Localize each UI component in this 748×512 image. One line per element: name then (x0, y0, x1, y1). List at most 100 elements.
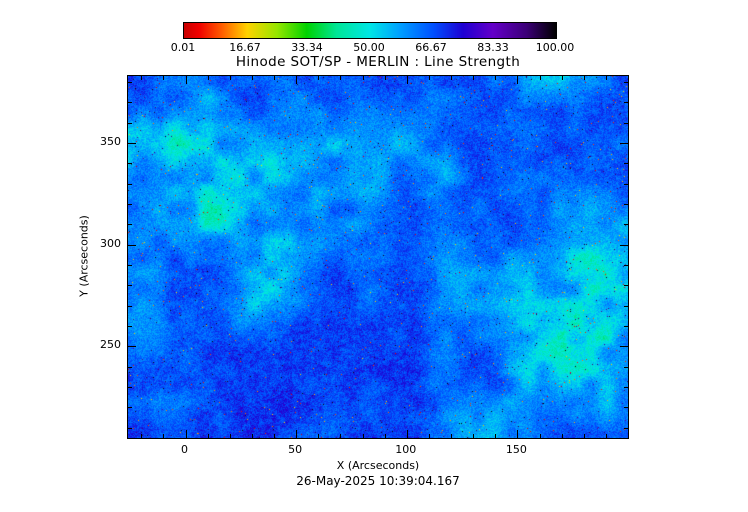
axis-tick (451, 76, 452, 80)
y-axis-label: Y (Arcseconds) (77, 215, 91, 297)
colorbar (183, 22, 557, 39)
axis-tick (624, 387, 628, 388)
colorbar-tick-label: 16.67 (229, 41, 261, 54)
axis-tick (252, 434, 253, 438)
axis-tick (208, 76, 209, 80)
axis-tick (318, 76, 319, 80)
axis-tick (495, 76, 496, 80)
axis-tick (624, 82, 628, 83)
axis-tick (407, 430, 408, 438)
colorbar-tick-label: 50.00 (353, 41, 385, 54)
axis-tick (128, 143, 136, 144)
axis-tick (562, 76, 563, 80)
colorbar-tick-label: 33.34 (291, 41, 323, 54)
axis-tick (128, 184, 132, 185)
axis-tick (274, 76, 275, 80)
axis-tick (584, 434, 585, 438)
axis-tick (517, 76, 518, 84)
axis-tick (584, 76, 585, 80)
axis-tick (624, 204, 628, 205)
axis-tick (128, 367, 132, 368)
axis-tick (252, 76, 253, 80)
axis-tick (624, 224, 628, 225)
axis-tick (296, 430, 297, 438)
axis-tick (230, 76, 231, 80)
colorbar-tick-label: 100.00 (535, 41, 575, 54)
axis-tick (624, 367, 628, 368)
axis-tick (620, 346, 628, 347)
x-axis-label: X (Arcseconds) (336, 459, 420, 472)
axis-tick (495, 434, 496, 438)
axis-tick (128, 224, 132, 225)
axis-tick (363, 434, 364, 438)
y-tick-label: 300 (100, 236, 121, 250)
axis-tick (318, 434, 319, 438)
axis-tick (429, 434, 430, 438)
axis-tick (128, 407, 132, 408)
heatmap-plot (127, 75, 629, 439)
x-tick-label: 100 (395, 443, 417, 456)
axis-tick (407, 76, 408, 84)
axis-tick (128, 82, 132, 83)
axis-tick (141, 434, 142, 438)
axis-tick (624, 184, 628, 185)
axis-tick (340, 434, 341, 438)
axis-tick (186, 76, 187, 84)
axis-tick (429, 76, 430, 80)
axis-tick (624, 306, 628, 307)
axis-tick (624, 326, 628, 327)
x-tick-label: 50 (288, 443, 303, 456)
axis-tick (540, 434, 541, 438)
axis-tick (128, 326, 132, 327)
axis-tick (128, 265, 132, 266)
axis-tick (186, 430, 187, 438)
axis-tick (163, 76, 164, 80)
axis-tick (624, 163, 628, 164)
axis-tick (274, 434, 275, 438)
axis-tick (473, 434, 474, 438)
axis-tick (128, 163, 132, 164)
axis-tick (473, 76, 474, 80)
axis-tick (128, 285, 132, 286)
axis-tick (340, 76, 341, 80)
axis-tick (451, 434, 452, 438)
axis-tick (624, 407, 628, 408)
axis-tick (128, 306, 132, 307)
axis-tick (517, 430, 518, 438)
axis-tick (128, 102, 132, 103)
x-tick-label: 0 (181, 443, 189, 456)
axis-tick (363, 76, 364, 80)
axis-tick (624, 102, 628, 103)
axis-tick (624, 265, 628, 266)
axis-tick (620, 143, 628, 144)
axis-tick (620, 245, 628, 246)
colorbar-tick-label: 66.67 (415, 41, 447, 54)
axis-tick (562, 434, 563, 438)
axis-tick (163, 434, 164, 438)
axis-tick (141, 76, 142, 80)
axis-tick (606, 434, 607, 438)
axis-tick (540, 76, 541, 80)
axis-tick (128, 428, 132, 429)
axis-tick (385, 76, 386, 80)
axis-tick (128, 387, 132, 388)
axis-tick (128, 123, 132, 124)
y-tick-label: 250 (100, 338, 121, 352)
axis-tick (128, 204, 132, 205)
chart-title: Hinode SOT/SP - MERLIN : Line Strength (235, 54, 521, 70)
colorbar-tick-label: 0.01 (170, 41, 196, 54)
y-tick-label: 350 (100, 135, 121, 149)
axis-tick (208, 434, 209, 438)
axis-tick (624, 428, 628, 429)
axis-tick (385, 434, 386, 438)
axis-tick (230, 434, 231, 438)
axis-tick (296, 76, 297, 84)
heatmap-canvas (128, 76, 628, 438)
timestamp: 26-May-2025 10:39:04.167 (296, 474, 460, 488)
axis-tick (128, 245, 136, 246)
axis-tick (128, 346, 136, 347)
axis-tick (606, 76, 607, 80)
colorbar-tick-label: 83.33 (477, 41, 509, 54)
x-tick-label: 150 (505, 443, 527, 456)
